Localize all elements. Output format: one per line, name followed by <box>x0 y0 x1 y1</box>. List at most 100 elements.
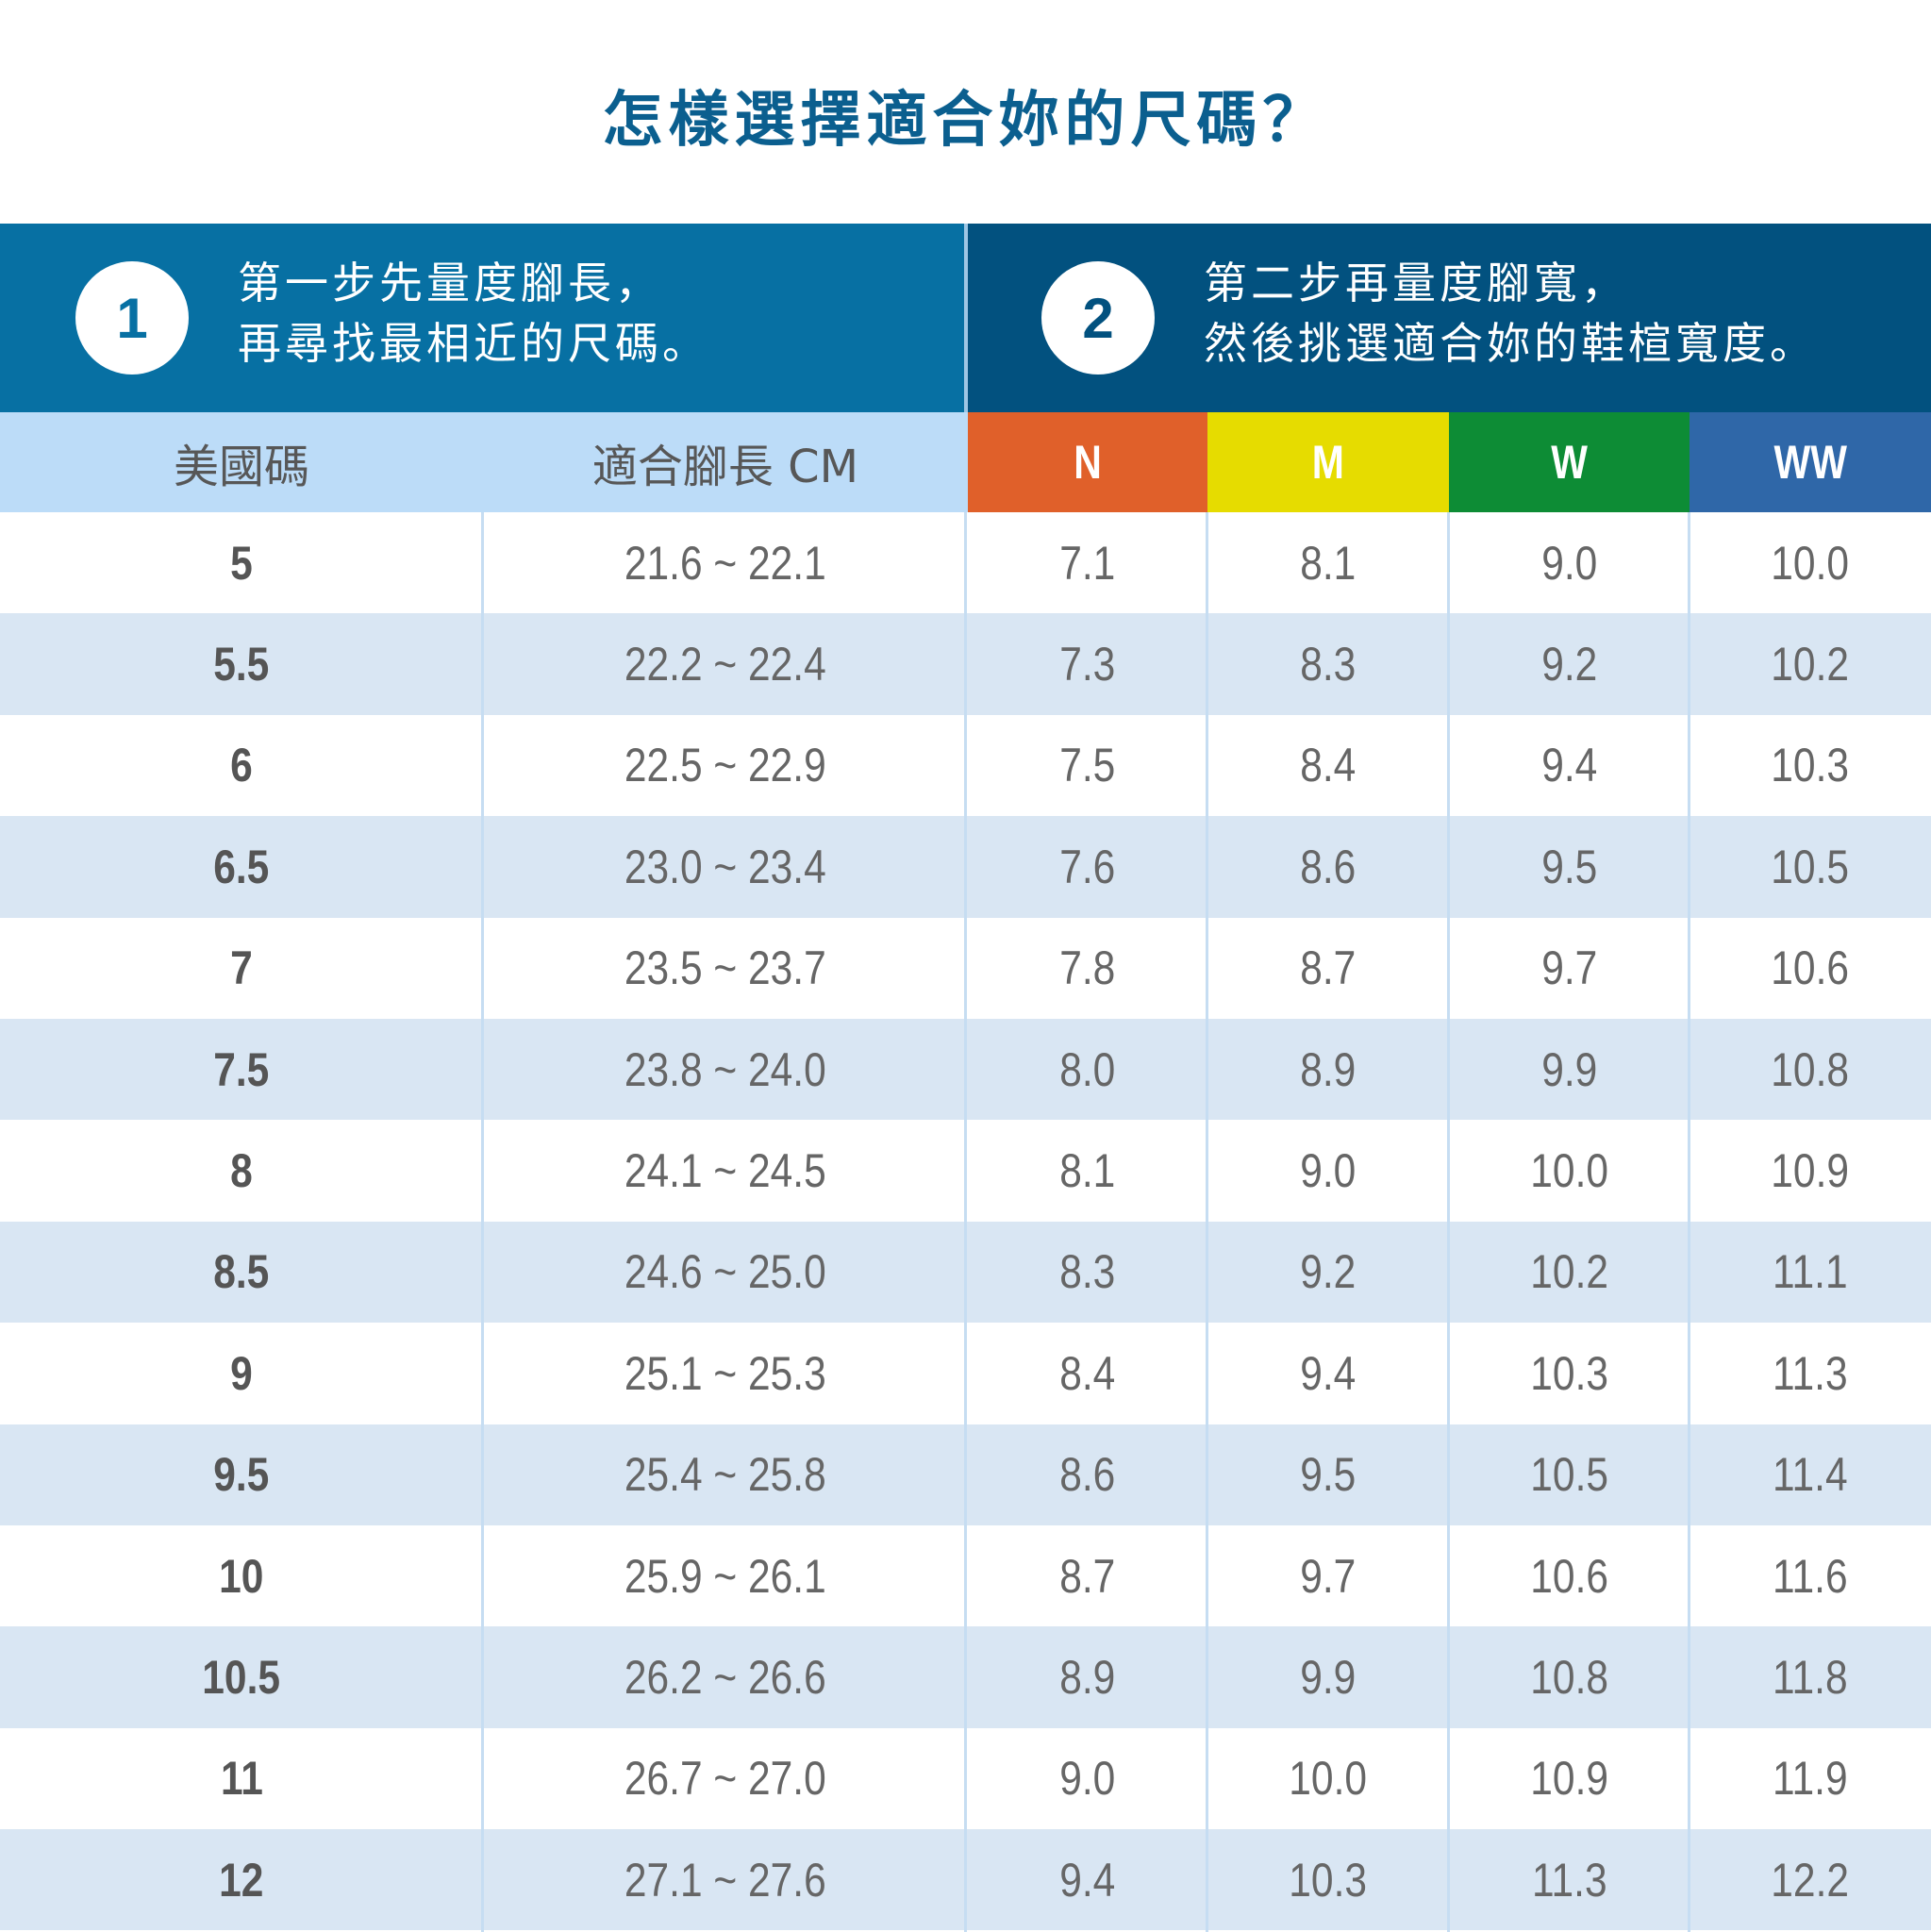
foot-length-cell-value: 24.6 ~ 25.0 <box>624 1245 826 1299</box>
foot-length-cell-value: 26.2 ~ 26.6 <box>624 1650 826 1704</box>
width-w-cell: 9.5 <box>1449 816 1690 917</box>
step-2-text: 第二步再量度腳寬， 然後挑選適合妳的鞋楦寬度。 <box>1204 253 1817 374</box>
width-ww-cell-value: 10.3 <box>1771 739 1850 792</box>
foot-length-cell: 27.1 ~ 27.6 <box>483 1829 968 1930</box>
width-m-cell-value: 10.3 <box>1289 1853 1368 1907</box>
width-w-cell: 9.7 <box>1449 918 1690 1019</box>
table-row: 8 24.1 ~ 24.5 8.1 9.0 10.0 10.9 <box>0 1120 1931 1221</box>
header-width-n: N <box>968 412 1207 512</box>
width-m-cell-value: 9.9 <box>1300 1650 1357 1704</box>
foot-length-cell: 24.6 ~ 25.0 <box>483 1222 968 1323</box>
width-ww-cell: 10.9 <box>1690 1120 1931 1221</box>
width-m-cell-value: 8.9 <box>1300 1042 1357 1096</box>
width-w-cell-value: 9.9 <box>1540 1042 1598 1096</box>
width-ww-cell-value: 11.9 <box>1773 1752 1848 1806</box>
column-divider <box>1688 512 1690 1932</box>
width-ww-cell: 11.8 <box>1690 1626 1931 1727</box>
width-ww-cell-value: 12.2 <box>1771 1853 1850 1907</box>
width-ww-cell: 12.2 <box>1690 1829 1931 1930</box>
foot-length-cell-value: 22.5 ~ 22.9 <box>624 739 826 792</box>
width-ww-cell: 11.6 <box>1690 1525 1931 1626</box>
width-m-cell-value: 10.0 <box>1289 1752 1368 1806</box>
width-n-cell: 9.0 <box>968 1728 1207 1829</box>
foot-length-cell-value: 22.2 ~ 22.4 <box>624 638 826 691</box>
width-w-cell: 10.2 <box>1449 1222 1690 1323</box>
step-2-number-badge: 2 <box>1041 261 1155 375</box>
foot-length-cell: 21.6 ~ 22.1 <box>483 512 968 613</box>
width-n-cell: 8.6 <box>968 1424 1207 1525</box>
us-size-cell-value: 5 <box>230 536 253 590</box>
header-width-ww-label: WW <box>1773 436 1847 489</box>
width-ww-cell-value: 11.6 <box>1773 1549 1848 1603</box>
width-n-cell-value: 7.6 <box>1059 840 1116 893</box>
width-m-cell: 8.3 <box>1207 613 1449 714</box>
width-n-cell-value: 9.4 <box>1059 1853 1116 1907</box>
foot-length-cell: 23.0 ~ 23.4 <box>483 816 968 917</box>
column-divider <box>481 512 484 1932</box>
width-n-cell: 7.8 <box>968 918 1207 1019</box>
width-w-cell-value: 10.0 <box>1530 1144 1608 1198</box>
width-n-cell: 9.4 <box>968 1829 1207 1930</box>
header-width-w: W <box>1449 412 1690 512</box>
width-n-cell: 8.3 <box>968 1222 1207 1323</box>
step-2-line-1: 第二步再量度腳寬， <box>1204 258 1628 308</box>
width-w-cell-value: 9.2 <box>1540 638 1598 691</box>
column-divider <box>1447 512 1450 1932</box>
width-m-cell: 9.2 <box>1207 1222 1449 1323</box>
us-size-cell: 12 <box>0 1829 483 1930</box>
width-ww-cell-value: 11.3 <box>1773 1346 1848 1400</box>
width-m-cell-value: 9.4 <box>1300 1346 1357 1400</box>
width-w-cell-value: 10.9 <box>1530 1752 1608 1806</box>
us-size-cell: 5.5 <box>0 613 483 714</box>
width-ww-cell-value: 10.0 <box>1771 536 1850 590</box>
foot-length-cell-value: 25.1 ~ 25.3 <box>624 1346 826 1400</box>
foot-length-cell: 23.5 ~ 23.7 <box>483 918 968 1019</box>
width-m-cell: 8.6 <box>1207 816 1449 917</box>
us-size-cell: 8.5 <box>0 1222 483 1323</box>
width-n-cell: 7.6 <box>968 816 1207 917</box>
width-m-cell-value: 9.7 <box>1300 1549 1357 1603</box>
width-n-cell-value: 8.7 <box>1059 1549 1116 1603</box>
width-n-cell-value: 8.0 <box>1059 1042 1116 1096</box>
width-ww-cell-value: 11.8 <box>1773 1650 1848 1704</box>
us-size-cell: 7.5 <box>0 1019 483 1120</box>
column-divider <box>964 512 967 1932</box>
us-size-cell-value: 12 <box>219 1853 264 1907</box>
us-size-cell: 8 <box>0 1120 483 1221</box>
foot-length-cell-value: 23.8 ~ 24.0 <box>624 1042 826 1096</box>
width-w-cell: 9.4 <box>1449 715 1690 816</box>
width-w-cell: 10.5 <box>1449 1424 1690 1525</box>
width-ww-cell: 10.2 <box>1690 613 1931 714</box>
width-w-cell-value: 10.5 <box>1530 1448 1608 1502</box>
width-w-cell: 10.3 <box>1449 1323 1690 1424</box>
us-size-cell-value: 9 <box>230 1346 253 1400</box>
width-ww-cell: 11.4 <box>1690 1424 1931 1525</box>
table-row: 6 22.5 ~ 22.9 7.5 8.4 9.4 10.3 <box>0 715 1931 816</box>
width-m-cell-value: 9.2 <box>1300 1245 1357 1299</box>
us-size-cell: 9.5 <box>0 1424 483 1525</box>
foot-length-cell-value: 25.4 ~ 25.8 <box>624 1448 826 1502</box>
width-w-cell-value: 9.4 <box>1540 739 1598 792</box>
width-w-cell: 10.0 <box>1449 1120 1690 1221</box>
header-width-n-label: N <box>1074 436 1102 489</box>
header-foot-length: 適合腳長 CM <box>483 412 968 512</box>
width-n-cell: 8.7 <box>968 1525 1207 1626</box>
width-n-cell: 7.1 <box>968 512 1207 613</box>
us-size-cell-value: 8 <box>230 1144 253 1198</box>
width-m-cell: 9.0 <box>1207 1120 1449 1221</box>
page-title: 怎樣選擇適合妳的尺碼？ <box>602 86 1329 156</box>
us-size-cell: 5 <box>0 512 483 613</box>
table-row: 5 21.6 ~ 22.1 7.1 8.1 9.0 10.0 <box>0 512 1931 613</box>
width-m-cell-value: 8.4 <box>1300 739 1357 792</box>
width-m-cell-value: 8.3 <box>1300 638 1357 691</box>
width-w-cell-value: 9.7 <box>1540 941 1598 995</box>
foot-length-cell: 24.1 ~ 24.5 <box>483 1120 968 1221</box>
foot-length-cell: 25.1 ~ 25.3 <box>483 1323 968 1424</box>
width-n-cell-value: 8.3 <box>1059 1245 1116 1299</box>
header-us-size: 美國碼 <box>0 412 483 512</box>
width-w-cell-value: 10.6 <box>1530 1549 1608 1603</box>
table-row: 11 26.7 ~ 27.0 9.0 10.0 10.9 11.9 <box>0 1728 1931 1829</box>
us-size-cell-value: 7.5 <box>213 1042 270 1096</box>
foot-length-cell-value: 26.7 ~ 27.0 <box>624 1752 826 1806</box>
width-w-cell-value: 10.8 <box>1530 1650 1608 1704</box>
